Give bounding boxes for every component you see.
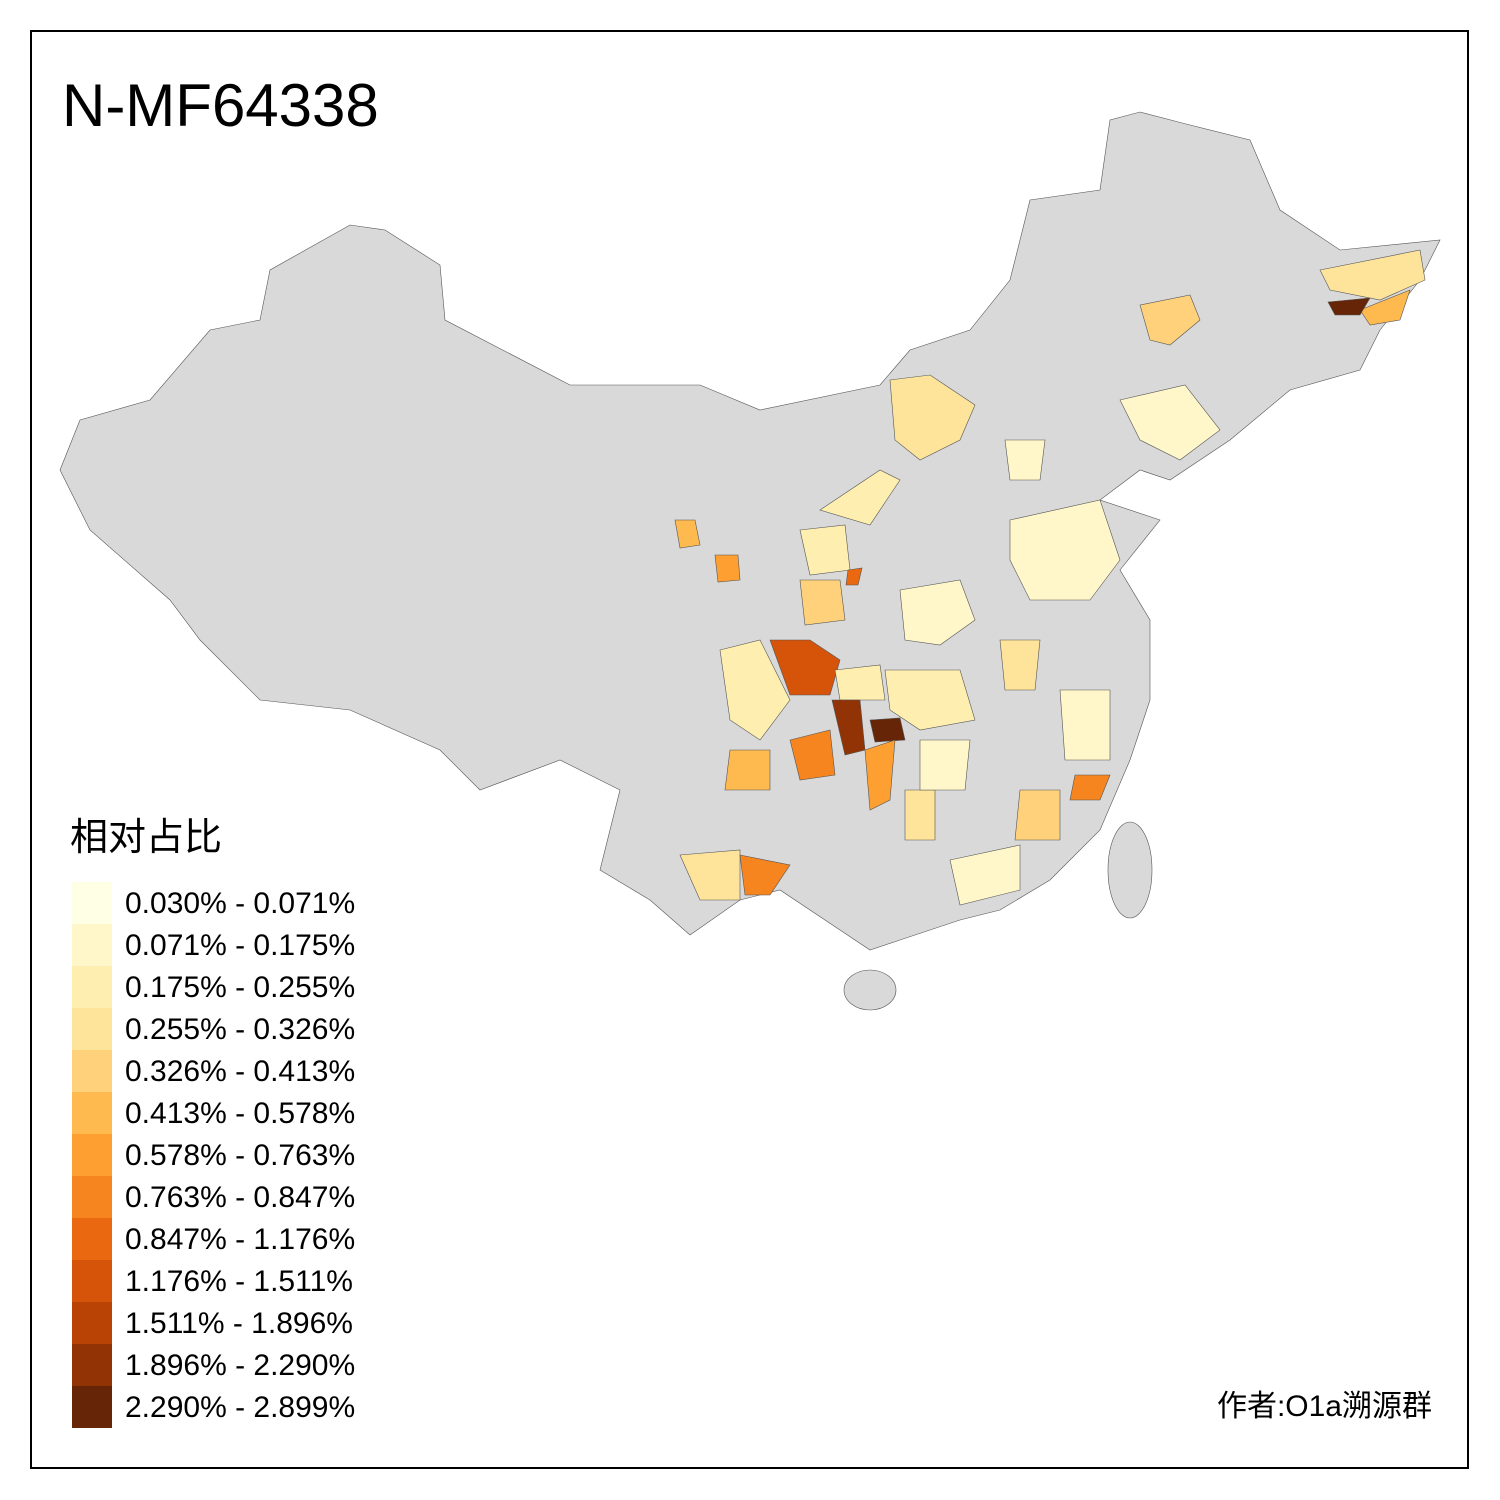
legend-label: 0.030% - 0.071% [125, 887, 355, 920]
region [1059, 689, 1111, 761]
region [999, 639, 1041, 691]
legend-title: 相对占比 [70, 817, 222, 859]
legend-label: 0.578% - 0.763% [125, 1139, 355, 1172]
legend-swatch [72, 1218, 112, 1260]
legend-label: 1.511% - 1.896% [125, 1307, 353, 1340]
legend-label: 0.071% - 0.175% [125, 929, 355, 962]
region [864, 739, 896, 811]
legend-swatch [72, 882, 112, 924]
region [889, 374, 976, 461]
region [884, 669, 976, 731]
region [869, 717, 906, 743]
legend-swatch [72, 966, 112, 1008]
legend-swatch [72, 1386, 112, 1428]
legend-swatch [72, 1092, 112, 1134]
region [1319, 249, 1426, 301]
region [819, 469, 901, 526]
legend-label: 0.255% - 0.326% [125, 1013, 355, 1046]
legend-swatch [72, 1260, 112, 1302]
region [1004, 439, 1046, 481]
legend-label: 0.175% - 0.255% [125, 971, 355, 1004]
region [1327, 297, 1371, 316]
legend-swatch [72, 1008, 112, 1050]
legend-swatch [72, 1050, 112, 1092]
region [1119, 384, 1221, 461]
region [789, 729, 836, 781]
china-map [59, 111, 1441, 1011]
region [1069, 774, 1111, 801]
legend-swatch [72, 1176, 112, 1218]
region [769, 639, 841, 696]
region [899, 579, 976, 646]
legend-label: 0.847% - 1.176% [125, 1223, 355, 1256]
legend-swatch [72, 1134, 112, 1176]
legend-label: 0.413% - 0.578% [125, 1097, 355, 1130]
legend-label: 1.896% - 2.290% [125, 1349, 355, 1382]
legend-label: 1.176% - 1.511% [125, 1265, 353, 1298]
region [739, 854, 791, 896]
region [919, 739, 971, 791]
legend-label: 0.326% - 0.413% [125, 1055, 355, 1088]
region [834, 664, 886, 701]
region [845, 567, 863, 586]
author-credit: 作者:O1a溯源群 [1217, 1390, 1432, 1423]
hainan [843, 969, 897, 1011]
region [799, 579, 846, 626]
taiwan [1107, 821, 1153, 919]
legend-swatch [72, 1302, 112, 1344]
region [714, 554, 741, 583]
region [674, 519, 701, 549]
region [719, 639, 791, 741]
map-title: N-MF64338 [62, 72, 379, 139]
region [949, 844, 1021, 906]
region [904, 789, 936, 841]
legend-swatch [72, 1344, 112, 1386]
legend-label: 2.290% - 2.899% [125, 1391, 355, 1424]
legend: 0.030% - 0.071% 0.071% - 0.175% 0.175% - 0… [72, 882, 355, 1428]
region [1139, 294, 1201, 346]
legend-label: 0.763% - 0.847% [125, 1181, 355, 1214]
region [1359, 289, 1411, 326]
region [724, 749, 771, 791]
region [1009, 499, 1121, 601]
region [1014, 789, 1061, 841]
region [679, 849, 741, 901]
legend-swatch [72, 924, 112, 966]
